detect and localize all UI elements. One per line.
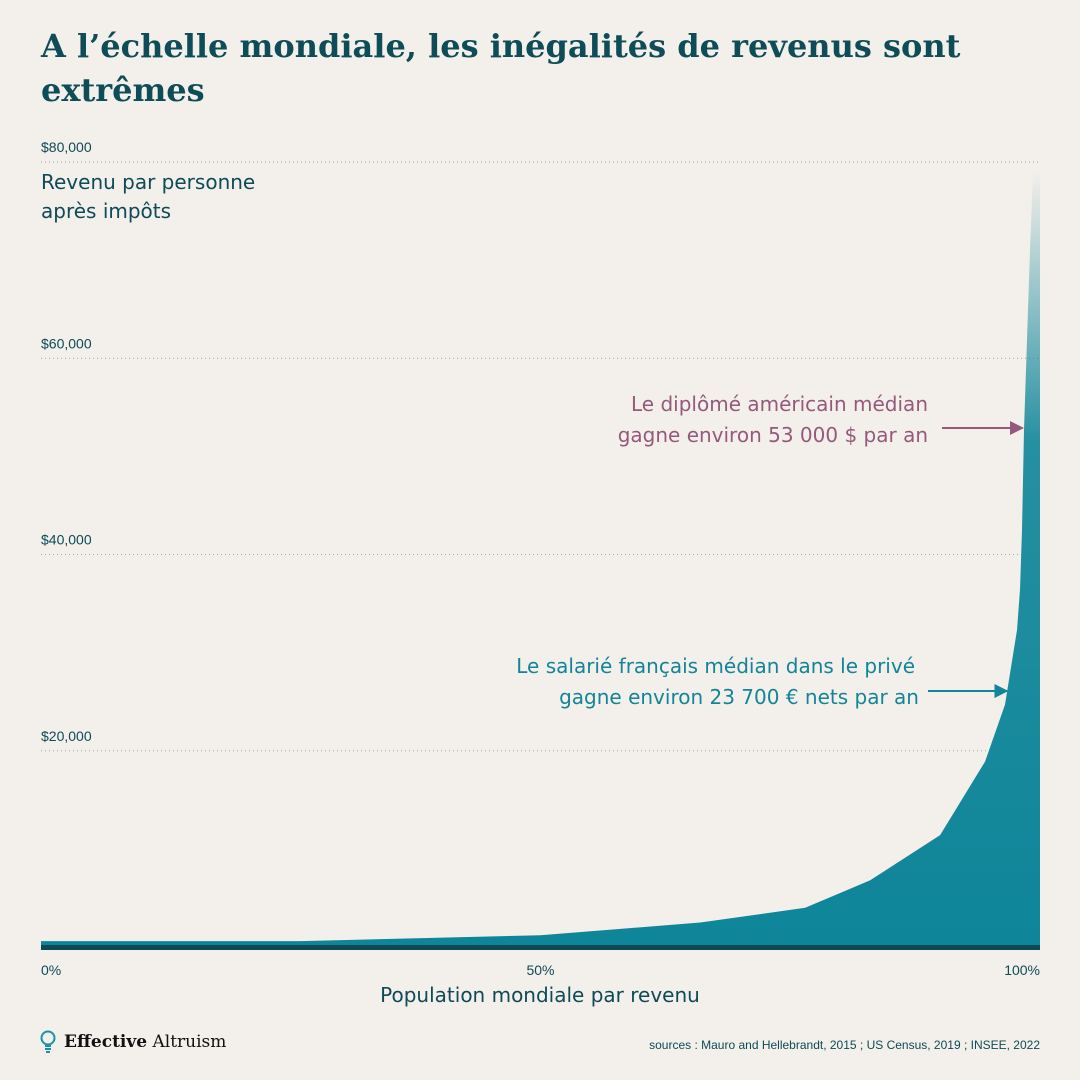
y-axis-label: après impôts (41, 199, 171, 223)
annotation-us-graduate: Le diplômé américain médian (631, 392, 928, 416)
income-area (41, 171, 1040, 948)
x-tick-label: 50% (526, 962, 554, 978)
y-tick-label: $20,000 (41, 728, 92, 744)
x-tick-label: 100% (1004, 962, 1040, 978)
y-axis-label: Revenu par personne (41, 170, 255, 194)
y-tick-label: $40,000 (41, 532, 92, 548)
annotation-us-graduate: gagne environ 53 000 $ par an (618, 423, 928, 447)
y-tick-label: $60,000 (41, 335, 92, 351)
brand-bold: Effective (64, 1032, 148, 1052)
annotation-french-employee: Le salarié français médian dans le privé (516, 654, 915, 678)
y-tick-label: $80,000 (41, 139, 92, 155)
x-tick-label: 0% (41, 962, 61, 978)
sources: sources : Mauro and Hellebrandt, 2015 ; … (649, 1038, 1040, 1052)
brand-regular: Altruism (152, 1032, 227, 1052)
chart-title: A l’échelle mondiale, les inégalités de … (41, 27, 961, 109)
x-axis-label: Population mondiale par revenu (380, 983, 700, 1007)
x-axis-baseline (41, 945, 1040, 950)
lightbulb-icon (40, 1030, 56, 1053)
brand-logo: Effective Altruism (40, 1030, 226, 1054)
annotation-french-employee: gagne environ 23 700 € nets par an (559, 685, 919, 709)
